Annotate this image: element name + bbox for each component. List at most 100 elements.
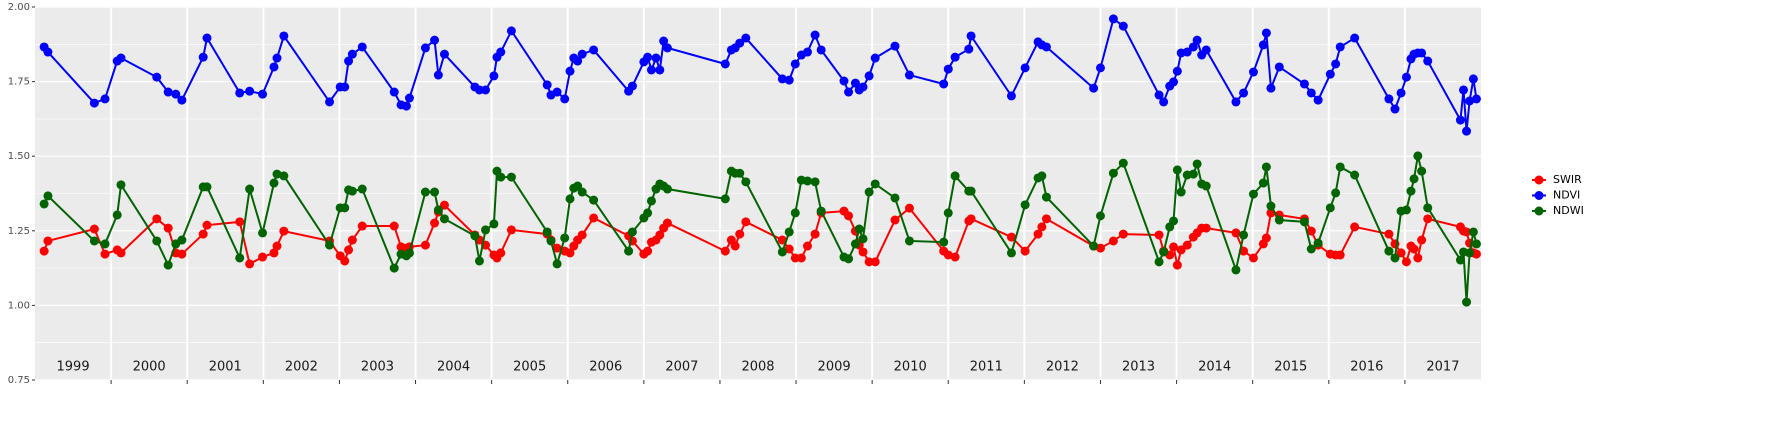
point	[1350, 170, 1360, 180]
point	[1261, 162, 1271, 172]
point	[890, 215, 900, 225]
y-tick-label: 1.25	[8, 226, 30, 237]
year-label: 2015	[1274, 360, 1307, 375]
point	[966, 186, 976, 196]
point	[1390, 104, 1400, 114]
point	[662, 184, 672, 194]
point	[347, 186, 357, 196]
point	[655, 230, 665, 240]
point	[177, 249, 187, 259]
point	[870, 179, 880, 189]
point	[433, 70, 443, 80]
point	[1468, 74, 1478, 84]
point	[89, 236, 99, 246]
point	[1248, 67, 1258, 77]
point	[152, 214, 162, 224]
point	[1169, 242, 1179, 252]
point	[1159, 97, 1169, 107]
year-label: 2000	[133, 360, 166, 375]
point	[1108, 168, 1118, 178]
point	[1423, 214, 1433, 224]
point	[844, 87, 854, 97]
year-label: 2002	[285, 360, 318, 375]
point	[1413, 151, 1423, 161]
point	[43, 47, 53, 57]
point	[420, 43, 430, 53]
point	[741, 33, 751, 43]
point	[496, 47, 506, 57]
point	[943, 250, 953, 260]
point	[1201, 45, 1211, 55]
point	[1108, 236, 1118, 246]
point	[735, 168, 745, 178]
point	[202, 182, 212, 192]
point	[662, 218, 672, 228]
point	[202, 33, 212, 43]
point	[1192, 159, 1202, 169]
year-label: 2009	[818, 360, 851, 375]
point	[1118, 158, 1128, 168]
point	[659, 36, 669, 46]
point	[643, 52, 653, 62]
year-label: 2011	[970, 360, 1003, 375]
point	[890, 41, 900, 51]
point	[439, 49, 449, 59]
point	[489, 71, 499, 81]
point	[1231, 97, 1241, 107]
point	[651, 53, 661, 63]
point	[258, 89, 268, 99]
point	[741, 217, 751, 227]
point	[1108, 14, 1118, 24]
point	[177, 235, 187, 245]
point	[1172, 165, 1182, 175]
point	[1390, 253, 1400, 263]
point	[1231, 228, 1241, 238]
point	[269, 248, 279, 258]
point	[1455, 115, 1465, 125]
point	[1274, 215, 1284, 225]
point	[1350, 33, 1360, 43]
point	[854, 224, 864, 234]
point	[950, 171, 960, 181]
point	[844, 254, 854, 264]
point	[624, 246, 634, 256]
legend-key	[1534, 175, 1544, 185]
point	[1020, 63, 1030, 73]
point	[100, 94, 110, 104]
point	[269, 62, 279, 72]
legend-key	[1534, 206, 1544, 216]
point	[1154, 90, 1164, 100]
point	[404, 93, 414, 103]
point	[1468, 227, 1478, 237]
point	[1335, 162, 1345, 172]
point	[577, 230, 587, 240]
point	[573, 56, 583, 66]
point	[163, 223, 173, 233]
point	[1409, 244, 1419, 254]
point	[1471, 94, 1481, 104]
point	[272, 53, 282, 63]
y-tick-label: 0.75	[8, 375, 30, 386]
point	[163, 260, 173, 270]
legend-label: NDVI	[1553, 189, 1580, 202]
point	[1417, 166, 1427, 176]
point	[1182, 47, 1192, 57]
point	[235, 253, 245, 263]
point	[1020, 200, 1030, 210]
point	[1095, 243, 1105, 253]
point	[506, 172, 516, 182]
point	[735, 229, 745, 239]
point	[1188, 42, 1198, 52]
point	[1423, 56, 1433, 66]
point	[152, 236, 162, 246]
point	[389, 263, 399, 273]
point	[950, 252, 960, 262]
point	[202, 220, 212, 230]
point	[1192, 35, 1202, 45]
point	[784, 227, 794, 237]
point	[1006, 248, 1016, 258]
point	[790, 59, 800, 69]
year-label: 2013	[1122, 360, 1155, 375]
point	[627, 81, 637, 91]
point	[433, 205, 443, 215]
